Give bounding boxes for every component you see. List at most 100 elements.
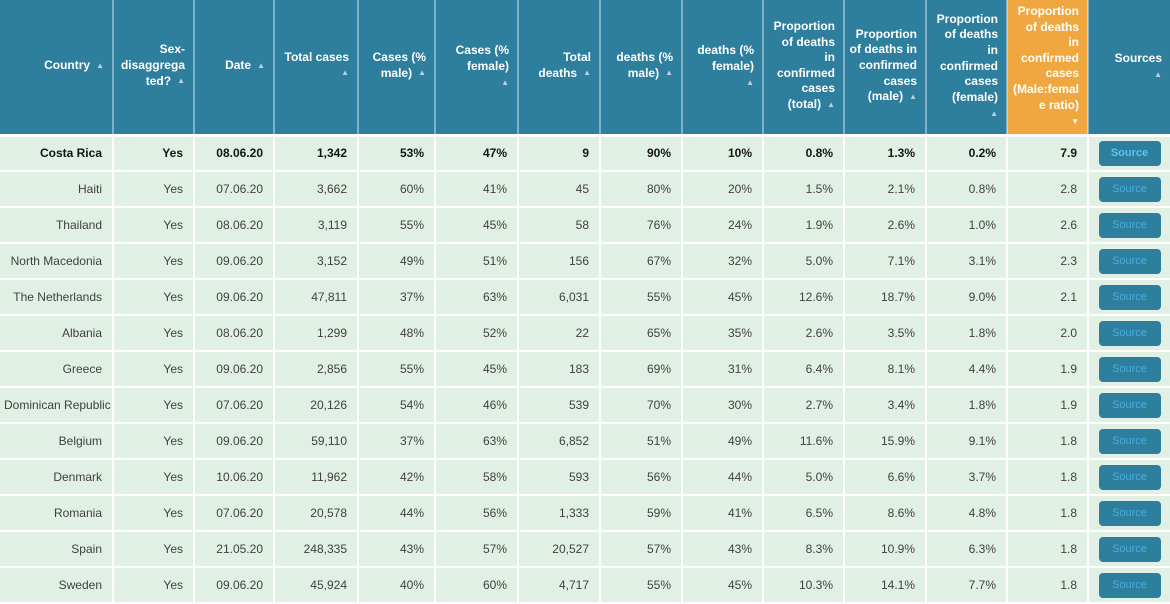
cell-total-cases: 3,152 xyxy=(274,243,359,281)
cell-cases-pct-female: 63% xyxy=(435,423,519,461)
column-header-prop-deaths-male[interactable]: Proportion of deaths in confirmed cases … xyxy=(844,0,927,137)
cell-cases-pct-female: 45% xyxy=(435,207,519,245)
source-button[interactable]: Source xyxy=(1098,536,1161,562)
cell-prop-deaths-ratio: 1.8 xyxy=(1007,423,1089,461)
table-row: Thailand Yes 08.06.20 3,119 55% 45% 58 76% 24% 1.… xyxy=(0,207,1170,245)
cell-deaths-pct-female: 24% xyxy=(682,207,764,245)
cell-date: 09.06.20 xyxy=(194,243,275,281)
cell-date: 09.06.20 xyxy=(194,279,275,317)
cell-sources: Source xyxy=(1088,243,1170,281)
cell-prop-deaths-male: 15.9% xyxy=(844,423,927,461)
cell-sources: Source xyxy=(1088,387,1170,425)
cell-prop-deaths-total: 5.0% xyxy=(763,459,845,497)
cell-deaths-pct-male: 55% xyxy=(600,279,683,317)
cell-total-deaths: 58 xyxy=(518,207,601,245)
source-button[interactable]: Source xyxy=(1098,284,1161,310)
source-button[interactable]: Source xyxy=(1098,572,1161,598)
cell-cases-pct-male: 42% xyxy=(358,459,436,497)
source-button[interactable]: Source xyxy=(1098,140,1161,166)
cell-sex-disaggregated: Yes xyxy=(113,207,195,245)
column-header-prop-deaths-ratio[interactable]: Proportion of deaths in confirmed cases … xyxy=(1007,0,1089,137)
cell-deaths-pct-male: 67% xyxy=(600,243,683,281)
cell-total-cases: 11,962 xyxy=(274,459,359,497)
cell-prop-deaths-total: 0.8% xyxy=(763,135,845,173)
source-button[interactable]: Source xyxy=(1098,464,1161,490)
column-header-deaths-pct-female[interactable]: deaths (% female) ▲ xyxy=(682,0,764,137)
source-button[interactable]: Source xyxy=(1098,176,1161,202)
table-row: Denmark Yes 10.06.20 11,962 42% 58% 593 56% 44% 5… xyxy=(0,459,1170,497)
column-header-deaths-pct-male[interactable]: deaths (% male) ▲ xyxy=(600,0,683,137)
source-button[interactable]: Source xyxy=(1098,500,1161,526)
table-row: The Netherlands Yes 09.06.20 47,811 37% 63% 6,… xyxy=(0,279,1170,317)
cell-country: Dominican Republic xyxy=(0,387,114,425)
cell-deaths-pct-female: 44% xyxy=(682,459,764,497)
column-header-label: deaths (% male) xyxy=(616,50,673,80)
column-header-total-cases[interactable]: Total cases ▲ xyxy=(274,0,359,137)
table-row: Haiti Yes 07.06.20 3,662 60% 41% 45 80% 20% 1.5% 2… xyxy=(0,171,1170,209)
cell-date: 09.06.20 xyxy=(194,351,275,389)
source-button[interactable]: Source xyxy=(1098,356,1161,382)
cell-prop-deaths-total: 12.6% xyxy=(763,279,845,317)
column-header-cases-pct-female[interactable]: Cases (% female) ▲ xyxy=(435,0,519,137)
cell-sex-disaggregated: Yes xyxy=(113,279,195,317)
sort-desc-icon: ▼ xyxy=(1071,117,1079,127)
cell-prop-deaths-male: 8.6% xyxy=(844,495,927,533)
source-button[interactable]: Source xyxy=(1098,248,1161,274)
cell-deaths-pct-male: 55% xyxy=(600,567,683,604)
cell-sex-disaggregated: Yes xyxy=(113,243,195,281)
cell-cases-pct-female: 47% xyxy=(435,135,519,173)
cell-total-cases: 248,335 xyxy=(274,531,359,569)
source-button[interactable]: Source xyxy=(1098,212,1161,238)
cell-total-cases: 20,578 xyxy=(274,495,359,533)
column-header-country[interactable]: Country ▲ xyxy=(0,0,114,137)
cell-sex-disaggregated: Yes xyxy=(113,531,195,569)
cell-cases-pct-male: 55% xyxy=(358,207,436,245)
cell-deaths-pct-female: 31% xyxy=(682,351,764,389)
cell-sources: Source xyxy=(1088,351,1170,389)
cell-cases-pct-male: 49% xyxy=(358,243,436,281)
cell-country: North Macedonia xyxy=(0,243,114,281)
column-header-sex-disaggregated[interactable]: Sex-disaggregated? ▲ xyxy=(113,0,195,137)
column-header-label: Proportion of deaths in confirmed cases … xyxy=(1012,4,1079,112)
cell-prop-deaths-male: 6.6% xyxy=(844,459,927,497)
table-row: Spain Yes 21.05.20 248,335 43% 57% 20,527 57% 43… xyxy=(0,531,1170,569)
cell-date: 09.06.20 xyxy=(194,567,275,604)
cell-sex-disaggregated: Yes xyxy=(113,495,195,533)
cell-prop-deaths-male: 2.6% xyxy=(844,207,927,245)
cell-total-deaths: 4,717 xyxy=(518,567,601,604)
column-header-total-deaths[interactable]: Total deaths ▲ xyxy=(518,0,601,137)
table-row: Greece Yes 09.06.20 2,856 55% 45% 183 69% 31% 6.4… xyxy=(0,351,1170,389)
cell-prop-deaths-male: 18.7% xyxy=(844,279,927,317)
cell-prop-deaths-female: 0.8% xyxy=(926,171,1008,209)
cell-cases-pct-female: 52% xyxy=(435,315,519,353)
cell-cases-pct-male: 54% xyxy=(358,387,436,425)
column-header-date[interactable]: Date ▲ xyxy=(194,0,275,137)
cell-total-deaths: 6,852 xyxy=(518,423,601,461)
column-header-prop-deaths-female[interactable]: Proportion of deaths in confirmed cases … xyxy=(926,0,1008,137)
column-header-sources[interactable]: Sources ▲ xyxy=(1088,0,1170,137)
cell-prop-deaths-male: 8.1% xyxy=(844,351,927,389)
cell-country: Thailand xyxy=(0,207,114,245)
source-button[interactable]: Source xyxy=(1098,392,1161,418)
cell-sex-disaggregated: Yes xyxy=(113,387,195,425)
cell-prop-deaths-female: 3.7% xyxy=(926,459,1008,497)
cell-deaths-pct-male: 59% xyxy=(600,495,683,533)
table-body: Costa Rica Yes 08.06.20 1,342 53% 47% 9 90% 10% 0… xyxy=(0,135,1170,604)
source-button[interactable]: Source xyxy=(1098,428,1161,454)
column-header-prop-deaths-total[interactable]: Proportion of deaths in confirmed cases … xyxy=(763,0,845,137)
cell-prop-deaths-ratio: 1.8 xyxy=(1007,459,1089,497)
cell-date: 08.06.20 xyxy=(194,135,275,173)
cell-date: 08.06.20 xyxy=(194,207,275,245)
source-button[interactable]: Source xyxy=(1098,320,1161,346)
column-header-cases-pct-male[interactable]: Cases (% male) ▲ xyxy=(358,0,436,137)
cell-cases-pct-male: 37% xyxy=(358,279,436,317)
column-header-label: Cases (% female) xyxy=(455,42,509,73)
cell-deaths-pct-male: 51% xyxy=(600,423,683,461)
cell-cases-pct-female: 51% xyxy=(435,243,519,281)
cell-total-cases: 3,662 xyxy=(274,171,359,209)
cell-prop-deaths-male: 7.1% xyxy=(844,243,927,281)
table-row: North Macedonia Yes 09.06.20 3,152 49% 51% 156… xyxy=(0,243,1170,281)
column-header-label: Total deaths xyxy=(538,50,591,80)
cell-deaths-pct-male: 56% xyxy=(600,459,683,497)
cell-total-cases: 59,110 xyxy=(274,423,359,461)
